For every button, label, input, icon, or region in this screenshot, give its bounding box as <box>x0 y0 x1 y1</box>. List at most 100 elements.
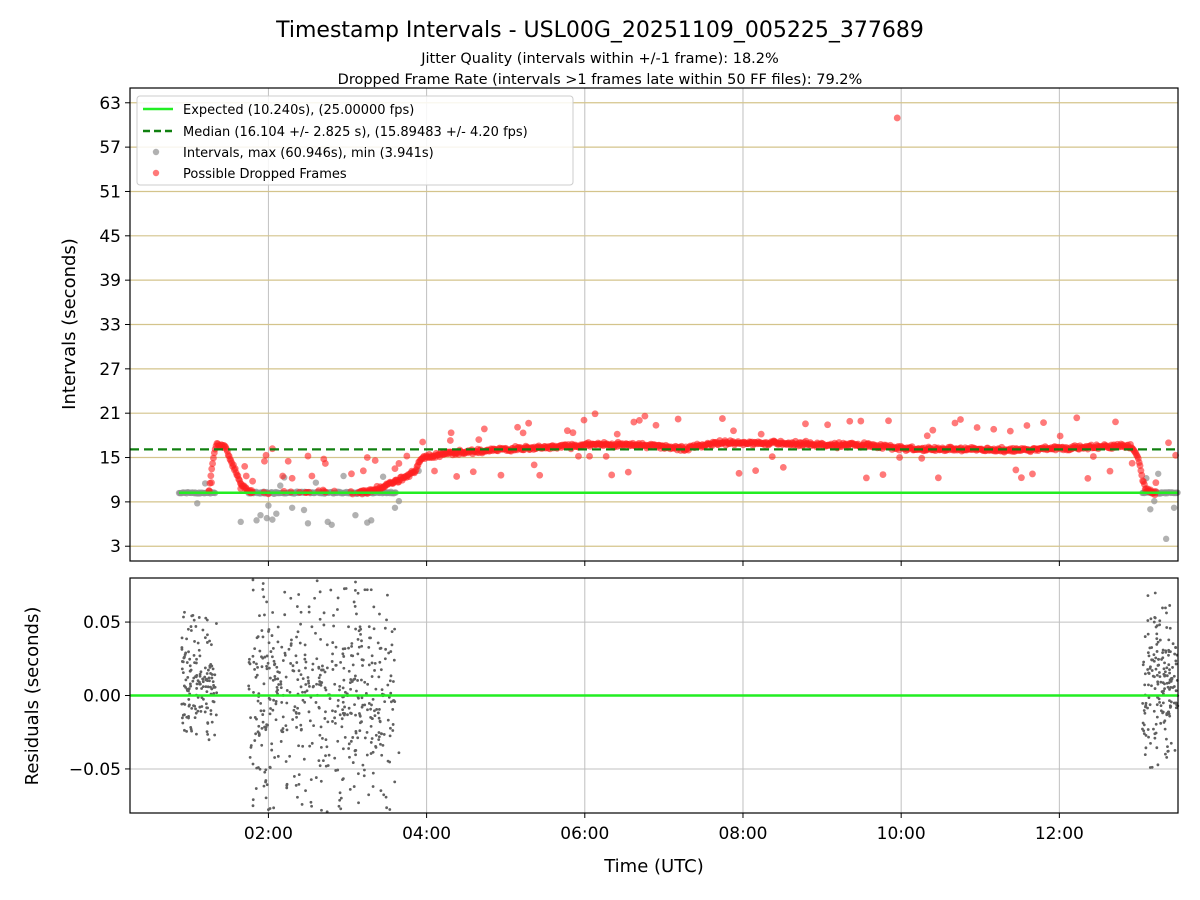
residual-point <box>205 730 209 734</box>
residual-point <box>338 798 342 802</box>
residual-point <box>1165 611 1168 615</box>
residual-point <box>320 668 324 672</box>
dropped-frame-point <box>1172 451 1180 459</box>
residual-point <box>380 753 384 757</box>
residual-point <box>353 749 357 753</box>
residual-point <box>349 739 353 743</box>
residual-point <box>185 729 188 733</box>
residual-point <box>347 706 351 710</box>
interval-point <box>269 516 276 523</box>
residual-point <box>1148 646 1152 650</box>
residual-point <box>318 590 322 594</box>
residual-point <box>343 690 347 694</box>
residual-point <box>1154 625 1158 629</box>
residual-point <box>1147 654 1151 658</box>
residual-point <box>369 588 373 592</box>
residual-point <box>265 654 269 658</box>
residual-point <box>201 680 205 684</box>
residual-point <box>1163 670 1167 674</box>
residual-point <box>1167 650 1171 653</box>
dropped-frame-point <box>591 410 599 418</box>
residual-point <box>1169 705 1173 708</box>
residual-point <box>360 696 364 700</box>
residual-point <box>324 688 328 692</box>
dropped-frame-point <box>896 454 903 461</box>
residual-point <box>386 683 390 687</box>
residual-point <box>379 789 383 793</box>
residual-point <box>211 667 215 671</box>
residual-point <box>1148 703 1152 707</box>
residual-point <box>275 685 279 689</box>
residual-point <box>295 711 298 715</box>
interval-point <box>257 511 264 519</box>
residual-point <box>260 665 264 669</box>
residual-point <box>360 658 364 662</box>
dropped-frame-point <box>391 465 399 473</box>
residual-point <box>390 643 394 647</box>
residual-point <box>1164 752 1167 756</box>
residual-point <box>263 770 267 774</box>
residual-point <box>358 625 362 629</box>
residual-point <box>191 679 195 683</box>
residual-point <box>275 690 279 693</box>
residual-point <box>365 588 369 592</box>
dropped-frame-point <box>284 457 292 465</box>
residual-point <box>1147 683 1150 687</box>
legend-dropped-swatch <box>152 169 160 177</box>
residual-point <box>288 754 292 758</box>
residual-point <box>270 655 274 659</box>
residual-point <box>215 691 219 695</box>
residual-point <box>273 662 277 666</box>
top-ytick-label: 9 <box>110 493 121 513</box>
dropped-frame-point <box>1138 471 1146 479</box>
residual-point <box>265 723 269 727</box>
residual-point <box>301 744 305 748</box>
residual-point <box>274 700 278 703</box>
dropped-frame-point <box>580 416 588 424</box>
residual-point <box>1173 652 1177 656</box>
xtick-label: 06:00 <box>560 824 609 844</box>
residual-point <box>349 687 352 691</box>
dropped-frame-point <box>480 425 488 433</box>
dropped-frame-point <box>1012 466 1020 474</box>
residual-point <box>276 625 280 629</box>
residual-point <box>370 654 374 658</box>
residual-point <box>1161 710 1165 714</box>
interval-point <box>300 506 308 514</box>
residual-point <box>297 712 301 715</box>
residual-point <box>301 677 305 681</box>
residual-point <box>195 687 199 690</box>
residual-point <box>331 720 334 723</box>
residual-point <box>367 663 371 667</box>
legend: Expected (10.240s), (25.00000 fps) Media… <box>136 95 574 186</box>
residual-point <box>349 678 353 681</box>
interval-point <box>277 482 284 489</box>
residual-point <box>390 630 394 634</box>
residual-point <box>371 697 375 701</box>
residual-point <box>1153 675 1156 679</box>
residual-point <box>377 675 381 679</box>
residual-point <box>1166 685 1170 689</box>
dropped-frame-point <box>575 452 582 460</box>
residual-point <box>1158 638 1162 642</box>
residual-point <box>341 708 345 712</box>
residual-point <box>181 660 185 664</box>
residual-point <box>360 639 363 643</box>
residual-point <box>304 789 307 793</box>
dropped-frame-point <box>1089 453 1097 460</box>
residual-point <box>206 732 210 736</box>
residual-point <box>201 685 205 689</box>
residual-point <box>1166 745 1169 749</box>
residual-point <box>249 745 253 749</box>
dropped-frame-point <box>395 460 403 467</box>
residual-point <box>334 710 337 713</box>
residual-point <box>1167 638 1171 642</box>
residual-point <box>350 712 353 715</box>
residual-point <box>1161 681 1165 685</box>
residual-point <box>1143 635 1147 638</box>
residual-point <box>331 709 334 713</box>
xtick-label: 10:00 <box>877 824 926 844</box>
residual-point <box>322 611 326 615</box>
residual-point <box>377 735 381 739</box>
dropped-frame-point <box>1084 474 1092 482</box>
